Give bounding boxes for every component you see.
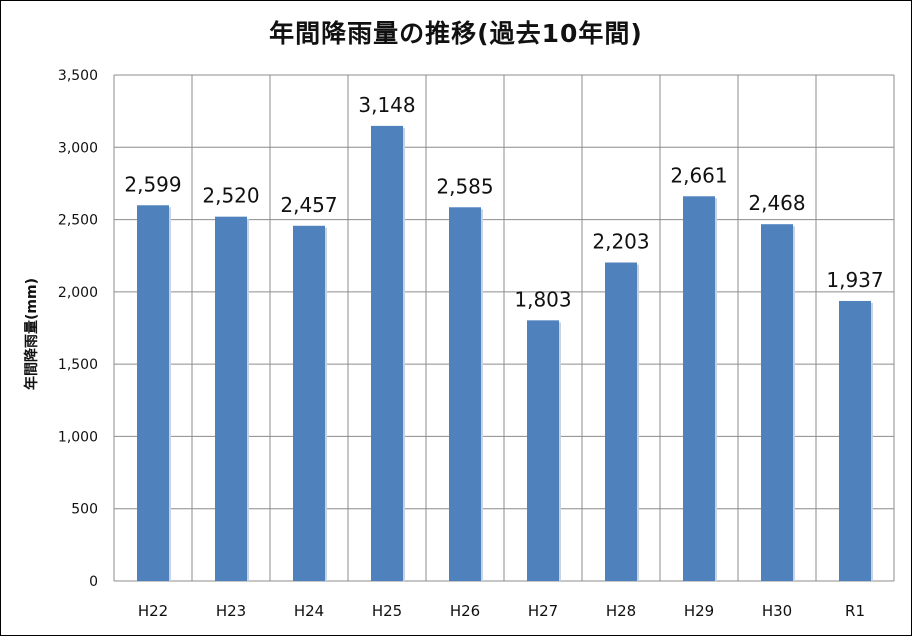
x-category-label: H23 [216, 602, 246, 620]
y-tick-label: 3,500 [58, 68, 98, 84]
x-category-label: H28 [606, 602, 636, 620]
bar-data-label: 2,468 [748, 191, 805, 215]
bar [137, 205, 169, 581]
bar-data-label: 3,148 [358, 93, 415, 117]
bar-data-label: 1,803 [514, 287, 571, 311]
y-tick-label: 500 [71, 502, 98, 518]
x-category-label: H30 [762, 602, 792, 620]
x-category-label: H27 [528, 602, 558, 620]
y-tick-label: 1,500 [58, 357, 98, 373]
bar [683, 196, 715, 582]
chart-title: 年間降雨量の推移(過去10年間) [269, 19, 643, 48]
bar-data-label: 2,520 [202, 184, 259, 208]
bar [215, 216, 247, 581]
x-category-label: H22 [138, 602, 168, 620]
y-tick-label: 3,000 [58, 140, 98, 156]
bar-data-label: 1,937 [826, 268, 883, 292]
bar [293, 225, 325, 581]
y-tick-label: 0 [89, 574, 98, 590]
x-category-label: H26 [450, 602, 480, 620]
bar [449, 207, 481, 582]
bar-data-label: 2,661 [670, 163, 727, 187]
bar-data-label: 2,599 [124, 172, 181, 196]
x-category-label: H29 [684, 602, 714, 620]
bar [605, 262, 637, 581]
bar-data-label: 2,203 [592, 230, 649, 254]
bar [761, 224, 793, 582]
bar-data-label: 2,457 [280, 193, 337, 217]
bar-data-label: 2,585 [436, 174, 493, 198]
y-tick-label: 2,500 [58, 213, 98, 229]
bar [527, 320, 559, 581]
bar [371, 125, 403, 581]
x-category-label: R1 [845, 602, 865, 620]
y-tick-label: 2,000 [58, 285, 98, 301]
bar [839, 300, 871, 581]
x-category-label: H24 [294, 602, 324, 620]
y-tick-label: 1,000 [58, 429, 98, 445]
x-category-label: H25 [372, 602, 402, 620]
